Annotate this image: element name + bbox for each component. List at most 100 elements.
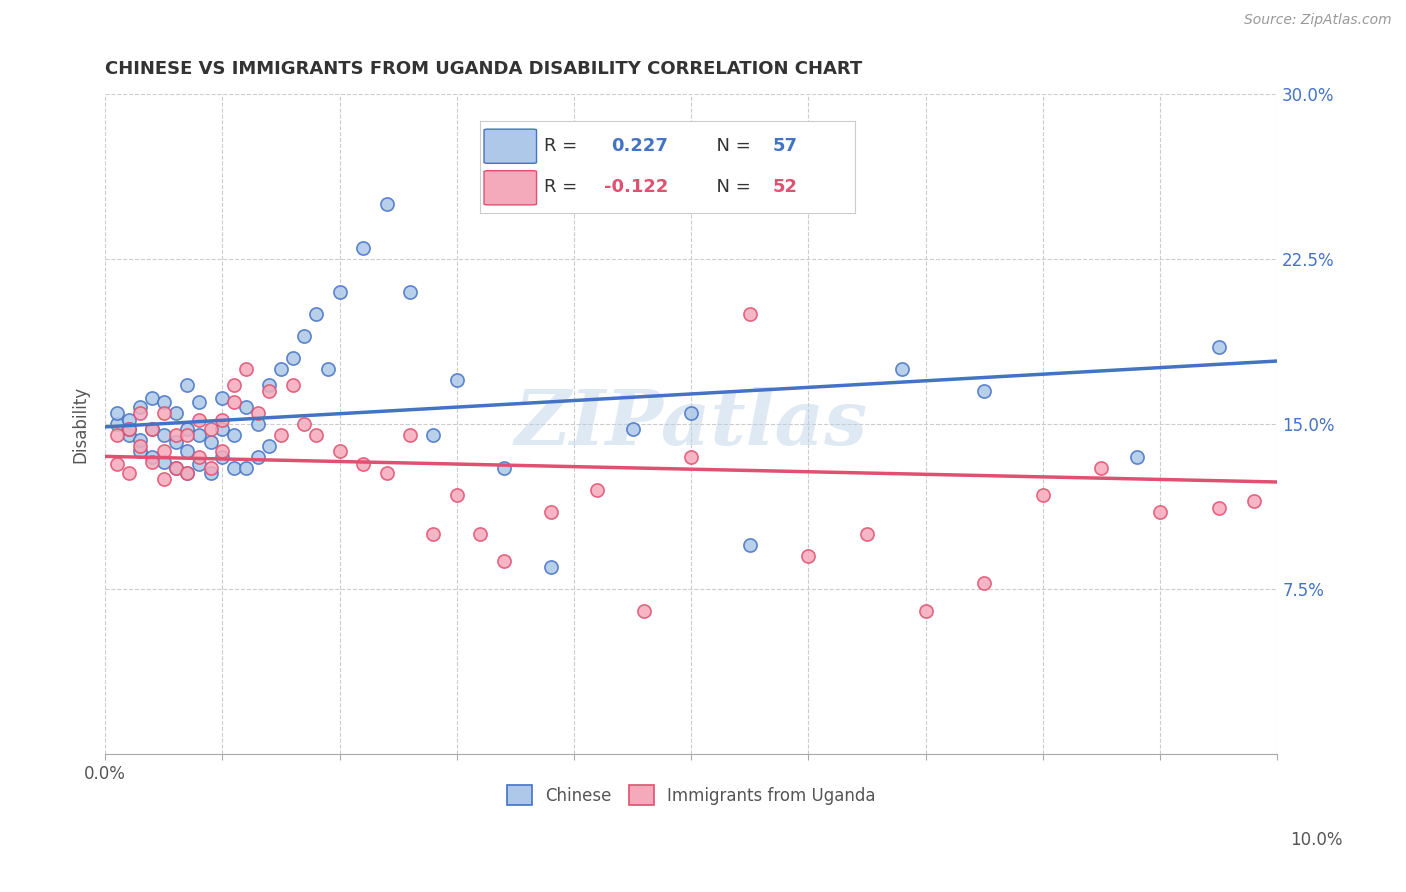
Point (118, 466, 141, 480)
Point (540, 560, 562, 574)
Point (165, 461, 187, 475)
Point (540, 505, 562, 519)
Point (470, 527, 492, 541)
Point (914, 604, 936, 618)
Point (165, 461, 187, 475)
Point (176, 377, 198, 392)
Point (224, 461, 246, 475)
Point (633, 604, 655, 618)
Point (188, 457, 211, 471)
Point (1208, 340, 1230, 354)
Point (224, 377, 246, 392)
Point (188, 395, 211, 409)
Point (141, 422, 163, 436)
Point (211, 413, 233, 427)
Point (224, 395, 246, 409)
Point (141, 422, 163, 436)
Point (235, 362, 257, 376)
Point (235, 400, 257, 414)
Point (129, 433, 152, 447)
Point (1149, 505, 1171, 519)
Point (165, 434, 187, 449)
Point (375, 197, 398, 211)
Point (856, 527, 879, 541)
Point (973, 575, 995, 590)
Point (141, 455, 163, 469)
Point (399, 428, 422, 442)
Point (681, 406, 703, 420)
Point (129, 406, 152, 420)
Point (329, 285, 352, 300)
Point (129, 400, 152, 414)
Point (329, 443, 352, 458)
Point (105, 457, 128, 471)
Point (738, 538, 761, 552)
Point (153, 455, 176, 469)
Point (492, 554, 515, 568)
Point (211, 422, 233, 436)
Point (153, 395, 176, 409)
Point (246, 406, 269, 420)
Point (176, 466, 198, 480)
Point (200, 466, 222, 480)
Point (105, 406, 128, 420)
Legend: Chinese, Immigrants from Uganda: Chinese, Immigrants from Uganda (501, 778, 882, 812)
Point (188, 450, 211, 465)
Point (446, 373, 468, 387)
Point (270, 428, 292, 442)
Point (105, 428, 128, 442)
Point (422, 428, 444, 442)
Point (316, 362, 339, 376)
Point (305, 307, 328, 321)
Point (176, 428, 198, 442)
Point (246, 417, 269, 432)
Point (259, 384, 281, 399)
Text: Source: ZipAtlas.com: Source: ZipAtlas.com (1244, 13, 1392, 28)
Point (200, 422, 222, 436)
Point (259, 439, 281, 453)
Point (211, 443, 233, 458)
Point (891, 362, 914, 376)
Point (446, 488, 468, 502)
Point (281, 351, 304, 366)
Point (200, 434, 222, 449)
Y-axis label: Disability: Disability (72, 385, 89, 463)
Point (797, 549, 820, 564)
Point (586, 483, 609, 498)
Point (165, 406, 187, 420)
Point (211, 450, 233, 465)
Point (294, 417, 316, 432)
Point (492, 461, 515, 475)
Point (129, 443, 152, 458)
Point (153, 472, 176, 486)
Point (105, 417, 128, 432)
Point (188, 413, 211, 427)
Point (1125, 450, 1147, 465)
Point (422, 527, 444, 541)
Point (118, 422, 141, 436)
Point (118, 413, 141, 427)
Point (352, 457, 374, 471)
Point (176, 466, 198, 480)
Point (1243, 494, 1265, 508)
Point (200, 461, 222, 475)
Point (176, 422, 198, 436)
Point (141, 391, 163, 405)
Text: CHINESE VS IMMIGRANTS FROM UGANDA DISABILITY CORRELATION CHART: CHINESE VS IMMIGRANTS FROM UGANDA DISABI… (105, 60, 862, 78)
Point (153, 406, 176, 420)
Point (259, 377, 281, 392)
Point (188, 428, 211, 442)
Point (176, 443, 198, 458)
Point (246, 450, 269, 465)
Point (211, 391, 233, 405)
Point (270, 362, 292, 376)
Point (165, 428, 187, 442)
Point (294, 329, 316, 343)
Text: ZIPatlas: ZIPatlas (515, 387, 868, 461)
Point (141, 450, 163, 465)
Point (281, 377, 304, 392)
Point (1208, 500, 1230, 515)
Point (681, 450, 703, 465)
Point (118, 428, 141, 442)
Point (399, 285, 422, 300)
